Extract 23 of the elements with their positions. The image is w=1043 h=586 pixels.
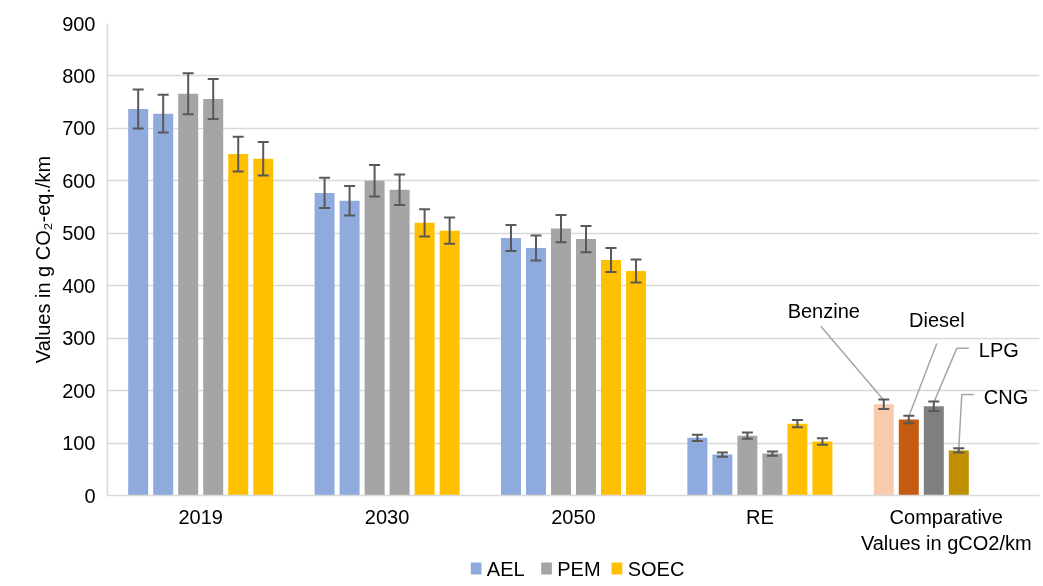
y-tick-label: 200 [62, 379, 96, 402]
x-tick-label: RE [746, 505, 774, 528]
y-tick-label: 400 [62, 274, 96, 297]
y-tick-label: 300 [62, 327, 96, 350]
data-label: CNG [983, 386, 1029, 409]
y-tick-label: 100 [62, 432, 96, 455]
x-tick-label: 2019 [178, 505, 223, 528]
x-tick-label: 2030 [364, 505, 410, 528]
legend-label: PEM [557, 557, 601, 580]
legend-label: SOEC [627, 557, 685, 580]
data-label: Diesel [909, 309, 965, 332]
y-tick-label: 800 [62, 64, 96, 87]
data-label: Benzine [787, 300, 860, 323]
x-tick-label: 2050 [551, 505, 596, 528]
y-tick-label: 900 [62, 12, 96, 35]
y-tick-label: 0 [84, 484, 96, 507]
x-tick-label: Comparative Values in gCO2/km [860, 505, 1032, 554]
y-tick-label: 600 [62, 169, 96, 192]
y-tick-label: 700 [62, 117, 96, 140]
y-axis-title: Values in g CO₂-eq./km [32, 155, 55, 364]
data-label: LPG [978, 339, 1019, 362]
legend-label: AEL [486, 557, 525, 580]
y-tick-label: 500 [62, 222, 96, 245]
